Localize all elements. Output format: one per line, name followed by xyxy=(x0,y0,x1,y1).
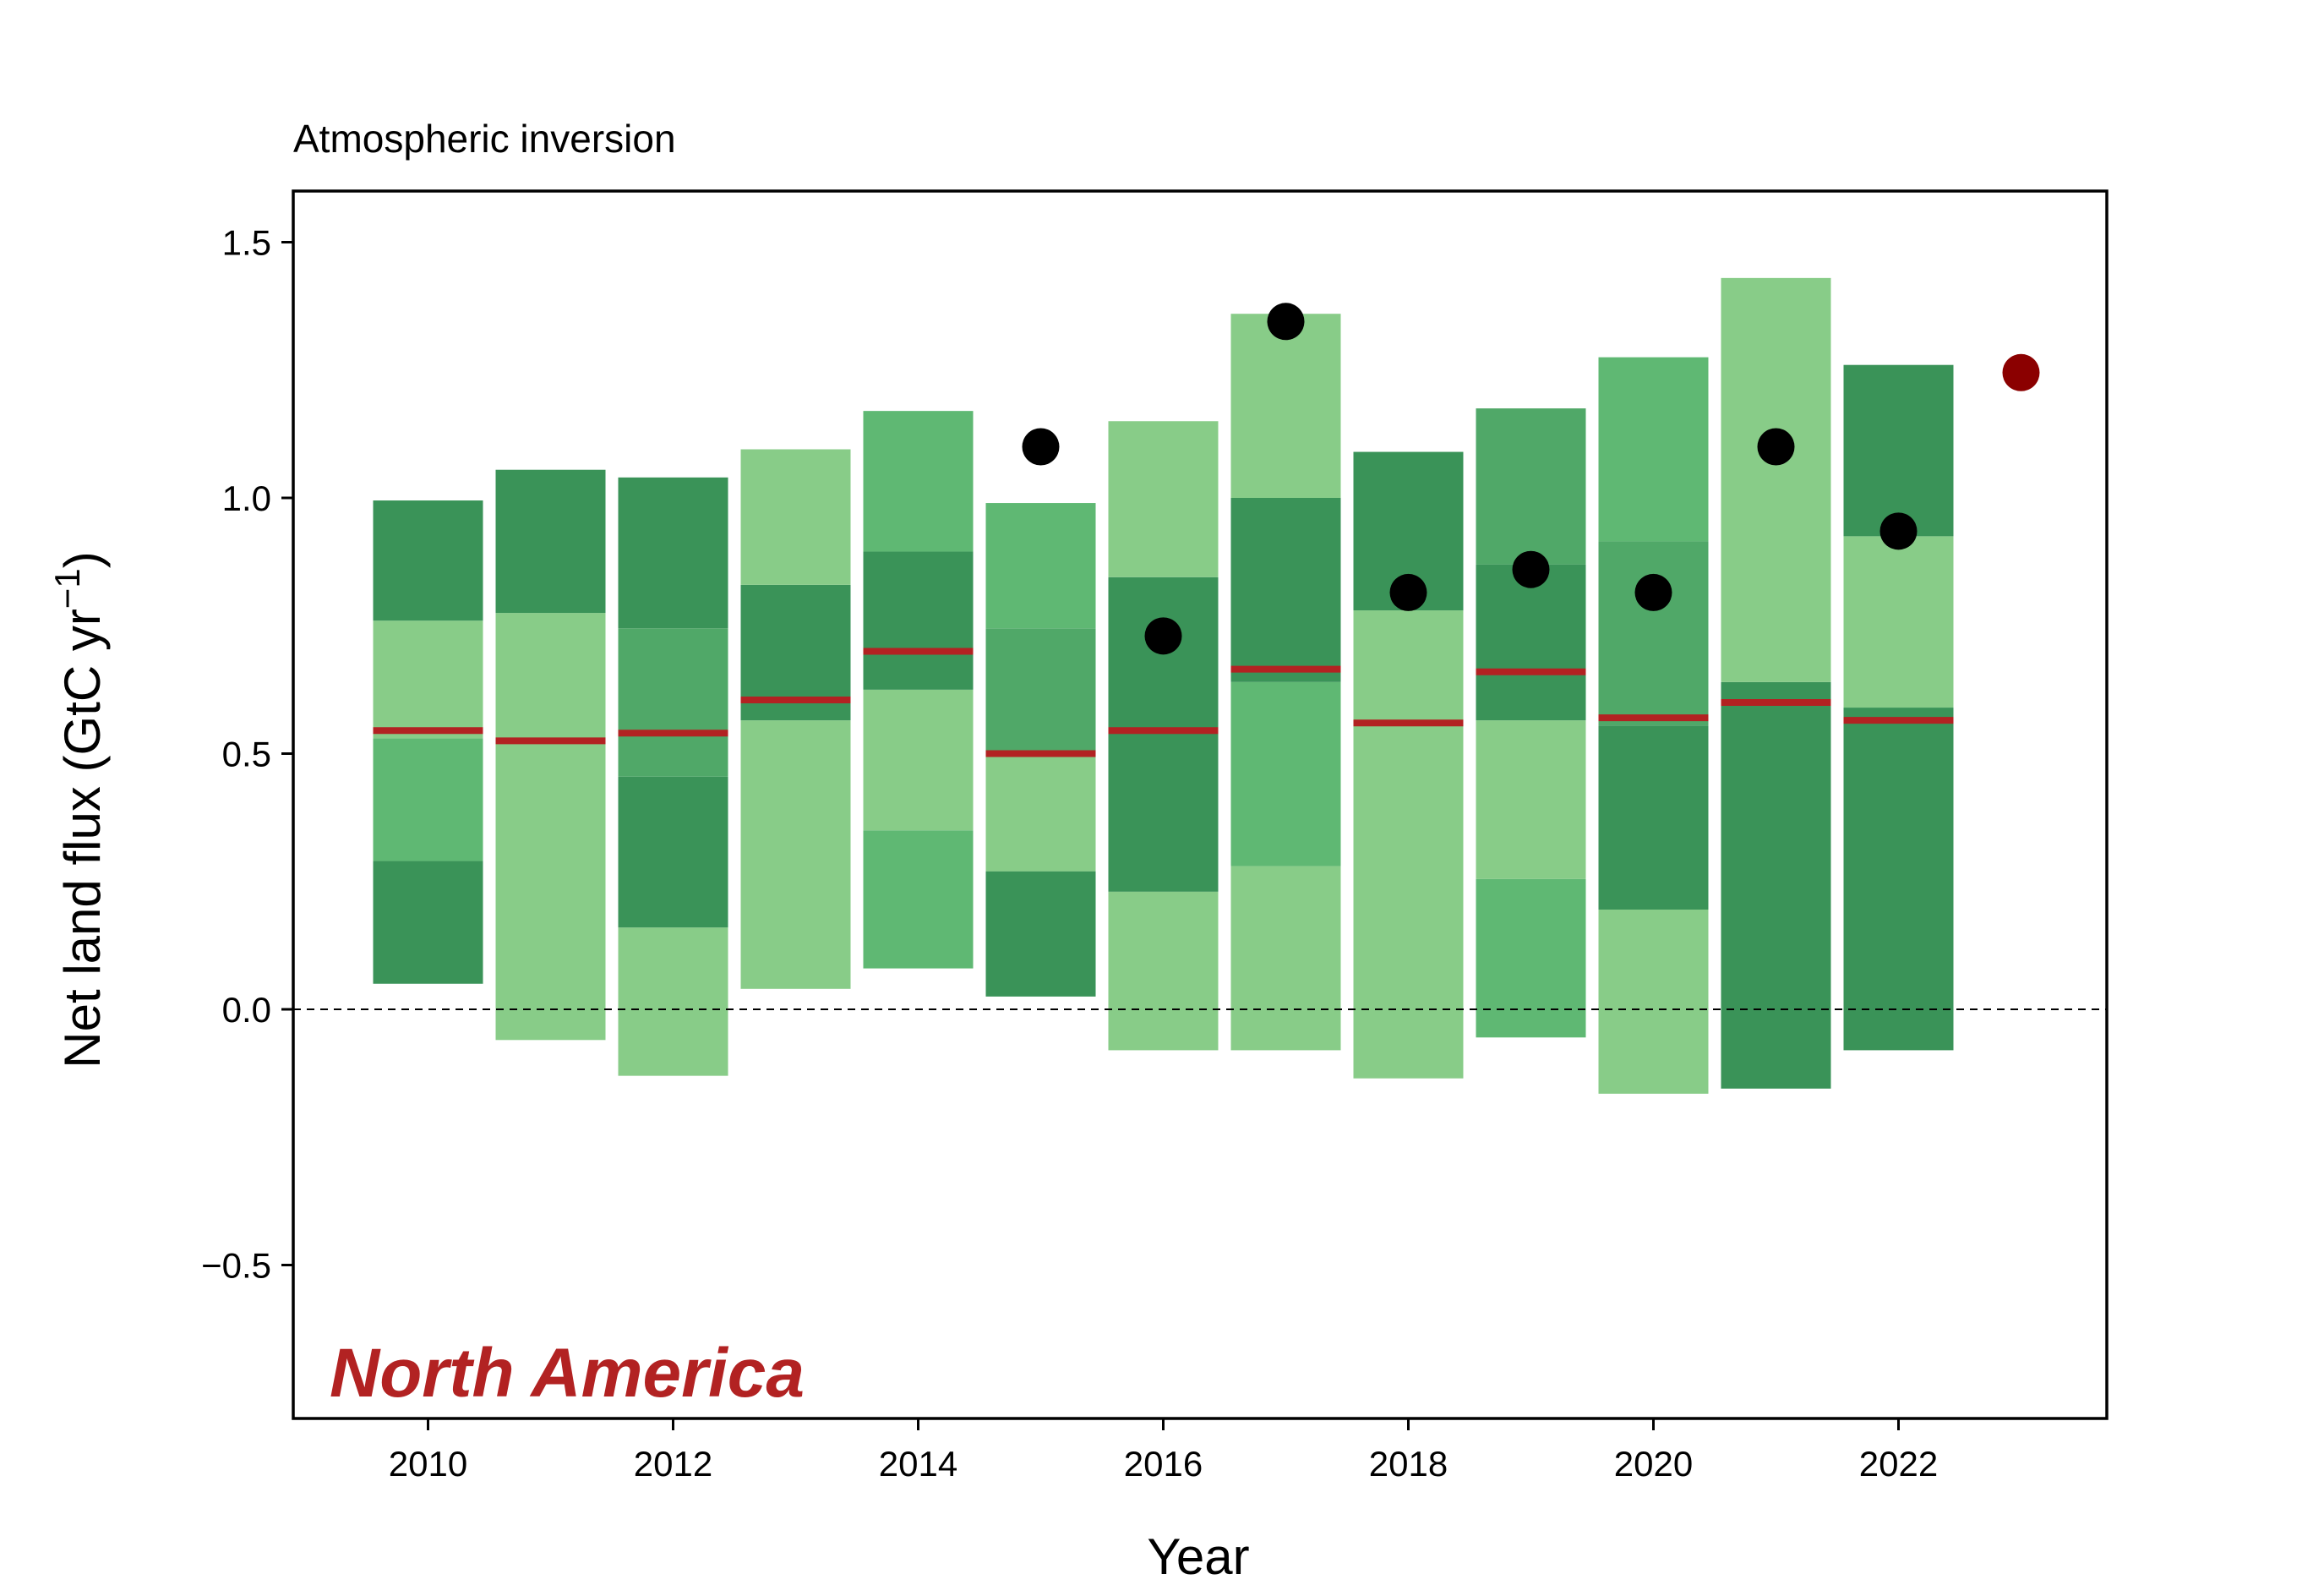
bar-segment-2012 xyxy=(618,477,728,629)
bar-segment-2013 xyxy=(740,720,851,989)
y-axis-title: Net land flux (GtC yr−1) xyxy=(47,551,111,1068)
bar-segment-2011 xyxy=(495,469,606,614)
bar-segment-2015 xyxy=(985,753,1096,872)
x-tick-label-2022: 2022 xyxy=(1859,1444,1938,1484)
point-2018 xyxy=(1389,573,1427,611)
bar-segment-2015 xyxy=(985,628,1096,754)
bar-segment-2012 xyxy=(618,628,728,777)
bars-layer xyxy=(373,277,1954,1094)
bar-segment-2013 xyxy=(740,449,851,585)
bar-segment-2016 xyxy=(1108,891,1219,1051)
bar-segment-2021 xyxy=(1721,277,1831,682)
bar-segment-2020 xyxy=(1598,725,1709,910)
chart-title: Atmospheric inversion xyxy=(293,117,676,161)
bar-segment-2010 xyxy=(373,500,483,621)
x-axis: 2010 2012 2014 2016 2018 2020 2022 xyxy=(389,1418,1938,1484)
bar-segment-2017 xyxy=(1230,498,1341,682)
bar-segment-2012 xyxy=(618,927,728,1076)
bar-segment-2018 xyxy=(1353,610,1464,1079)
y-tick-label-1: 0.0 xyxy=(222,990,271,1030)
bar-segment-2019 xyxy=(1476,564,1586,721)
bar-segment-2014 xyxy=(863,830,974,969)
bar-segment-2020 xyxy=(1598,357,1709,542)
bar-segment-2020 xyxy=(1598,910,1709,1094)
x-tick-label-2018: 2018 xyxy=(1369,1444,1448,1484)
bar-segment-2019 xyxy=(1476,878,1586,1038)
point-2017 xyxy=(1267,303,1305,341)
bar-segment-2012 xyxy=(618,776,728,928)
bar-segment-2019 xyxy=(1476,408,1586,565)
point-2019 xyxy=(1512,550,1550,588)
y-tick-label-3: 1.0 xyxy=(222,478,271,518)
bar-segment-2010 xyxy=(373,738,483,861)
bar-segment-2010 xyxy=(373,861,483,984)
x-tick-label-2020: 2020 xyxy=(1614,1444,1693,1484)
bar-segment-2020 xyxy=(1598,541,1709,726)
point-2022 xyxy=(1879,512,1918,550)
y-axis-title-sup: −1 xyxy=(47,568,87,609)
bar-segment-2014 xyxy=(863,411,974,552)
bar-segment-2011 xyxy=(495,613,606,1041)
bar-segment-2022 xyxy=(1843,364,1954,537)
bar-segment-2022 xyxy=(1843,708,1954,1051)
point-2020 xyxy=(1634,573,1672,611)
bar-segment-2016 xyxy=(1108,421,1219,577)
bar-segment-2014 xyxy=(863,551,974,690)
bar-segment-2019 xyxy=(1476,720,1586,879)
bar-segment-2017 xyxy=(1230,866,1341,1051)
y-tick-label-4: 1.5 xyxy=(222,223,271,263)
bar-segment-2014 xyxy=(863,689,974,831)
x-tick-label-2016: 2016 xyxy=(1124,1444,1203,1484)
bar-segment-2015 xyxy=(985,503,1096,629)
point-2016 xyxy=(1144,617,1182,655)
bar-segment-2017 xyxy=(1230,314,1341,498)
y-axis-title-main: Net land flux (GtC yr xyxy=(54,609,111,1069)
points-layer xyxy=(1022,303,2040,655)
x-axis-title: Year xyxy=(1147,1528,1249,1585)
point-2015 xyxy=(1022,428,1060,466)
medians-layer xyxy=(373,648,1954,757)
y-tick-label-2: 0.5 xyxy=(222,735,271,774)
bar-segment-2021 xyxy=(1721,681,1831,1089)
x-tick-label-2010: 2010 xyxy=(389,1444,467,1484)
region-label: North America xyxy=(330,1335,805,1412)
y-axis-title-close: ) xyxy=(54,551,111,568)
y-axis: −0.5 0.0 0.5 1.0 1.5 xyxy=(201,223,293,1286)
bar-segment-2015 xyxy=(985,871,1096,997)
x-tick-label-2012: 2012 xyxy=(634,1444,712,1484)
point-2023 xyxy=(2002,353,2040,391)
y-tick-label-0: −0.5 xyxy=(201,1246,271,1286)
bar-segment-2010 xyxy=(373,620,483,739)
plot-frame xyxy=(292,189,2109,1420)
point-2021 xyxy=(1757,428,1795,466)
bar-segment-2022 xyxy=(1843,536,1954,708)
x-tick-label-2014: 2014 xyxy=(879,1444,957,1484)
bar-segment-2017 xyxy=(1230,681,1341,866)
